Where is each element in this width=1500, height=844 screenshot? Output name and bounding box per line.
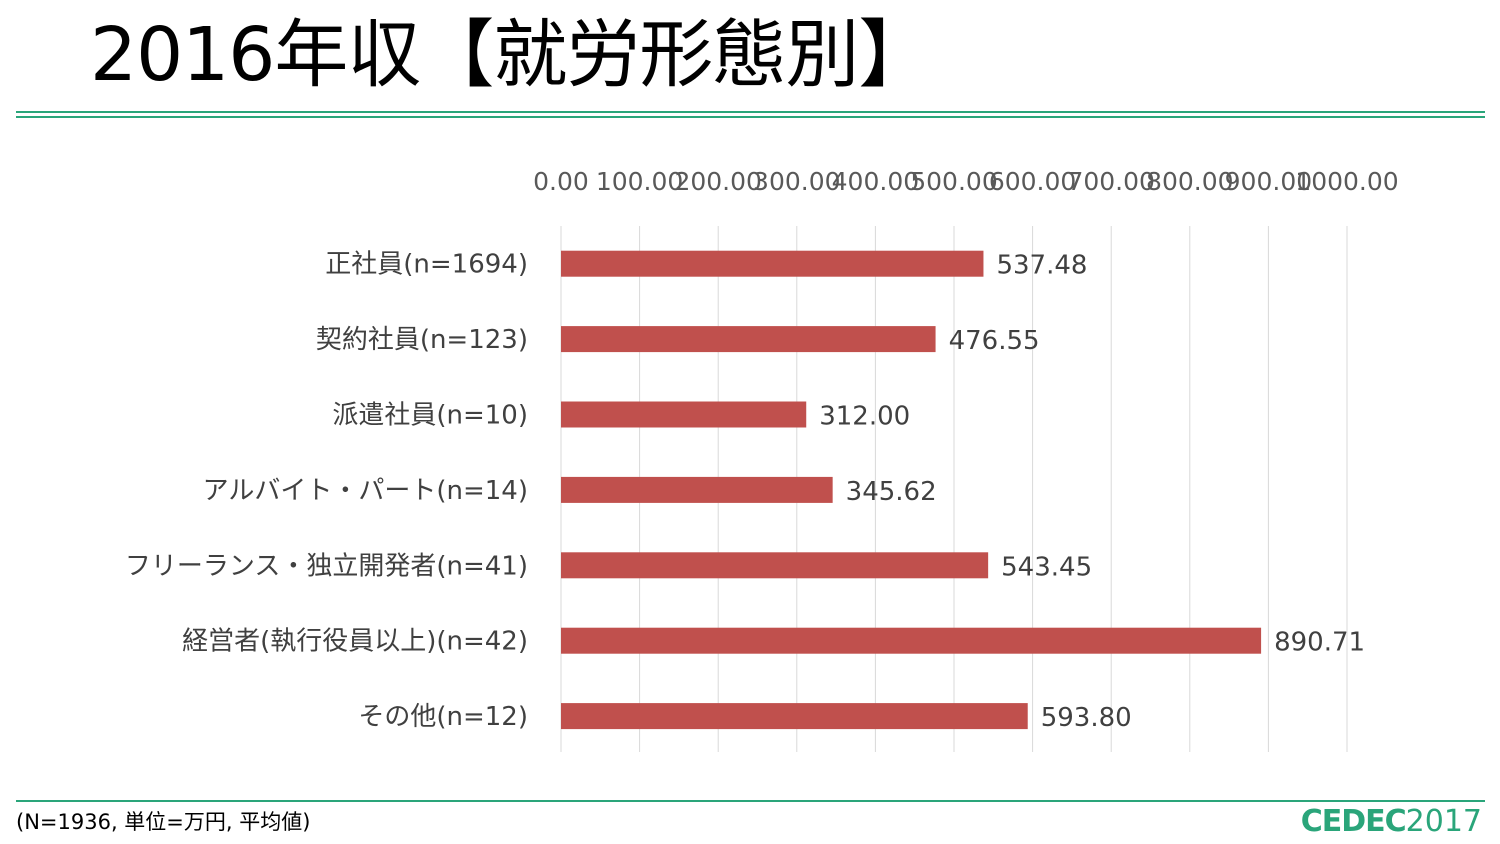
x-tick-label: 900.00 <box>1225 167 1312 196</box>
data-label: 593.80 <box>1041 703 1132 733</box>
x-tick-label: 700.00 <box>1067 167 1154 196</box>
logo-year: 2017 <box>1405 804 1482 839</box>
category-label: フリーランス・独立開発者(n=41) <box>125 551 528 581</box>
bars <box>561 250 1262 730</box>
logo-brand: CEDEC <box>1300 804 1407 839</box>
slide-title: 2016年収【就労形態別】 <box>90 12 932 98</box>
bar <box>561 326 936 353</box>
bar <box>561 703 1028 730</box>
category-label: その他(n=12) <box>358 702 528 732</box>
bar-chart: 0.00 100.00200.00300.00400.00500.00600.00… <box>125 167 1399 752</box>
cedec-logo: CEDEC2017 <box>1301 804 1482 840</box>
bar <box>561 627 1262 654</box>
data-labels: 537.48 476.55 312.00 345.62 543.45 890.71 593.… <box>819 251 1365 733</box>
title-rule-bottom <box>16 116 1485 118</box>
category-labels: 正社員(n=1694) 契約社員(n=123) 派遣社員(n=10) アルバイト・パー… <box>125 250 528 732</box>
data-label: 543.45 <box>1001 552 1092 582</box>
title-rule-top <box>16 111 1485 113</box>
bar <box>561 476 833 503</box>
x-tick-label: 800.00 <box>1146 167 1233 196</box>
data-label: 476.55 <box>949 326 1040 356</box>
category-label: 経営者(執行役員以上)(n=42) <box>182 627 528 657</box>
bar <box>561 250 984 277</box>
x-tick-label: 200.00 <box>674 167 761 196</box>
footer-rule <box>16 800 1485 802</box>
data-label: 537.48 <box>996 251 1087 281</box>
x-tick-label: 400.00 <box>832 167 919 196</box>
data-label: 890.71 <box>1274 628 1365 658</box>
bar <box>561 401 807 428</box>
x-tick-label: 600.00 <box>989 167 1076 196</box>
category-label: 契約社員(n=123) <box>316 325 528 355</box>
x-tick-label: 300.00 <box>753 167 840 196</box>
bar <box>561 552 989 579</box>
x-tick-label: 100.00 <box>596 167 683 196</box>
category-label: 正社員(n=1694) <box>325 250 528 280</box>
category-label: 派遣社員(n=10) <box>332 401 528 431</box>
x-axis-ticks: 0.00 100.00200.00300.00400.00500.00600.00… <box>533 167 1399 196</box>
x-tick-label: 500.00 <box>910 167 997 196</box>
data-label: 345.62 <box>846 477 937 507</box>
x-tick-label: 0.00 <box>533 167 589 196</box>
x-tick-label: 1000.00 <box>1295 167 1398 196</box>
category-label: アルバイト・パート(n=14) <box>203 476 528 506</box>
footnote: (N=1936, 単位=万円, 平均値) <box>16 810 311 834</box>
data-label: 312.00 <box>819 402 910 432</box>
